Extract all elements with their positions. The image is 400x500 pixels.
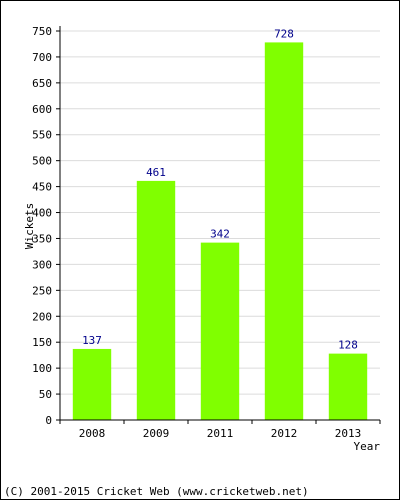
y-tick-label: 300 — [32, 258, 52, 271]
bar — [200, 242, 240, 420]
bar — [136, 180, 176, 420]
grid-lines — [60, 30, 380, 395]
y-tick-label: 50 — [39, 388, 52, 401]
x-tick-labels: 2008 2009 2011 2012 2013 — [79, 427, 362, 440]
y-tick-label: 750 — [32, 25, 52, 38]
bars-group — [72, 42, 368, 420]
x-tick-label: 2008 — [79, 427, 106, 440]
data-label: 137 — [82, 334, 102, 347]
data-label: 342 — [210, 228, 230, 241]
bar — [328, 353, 368, 420]
y-tick-label: 200 — [32, 310, 52, 323]
y-tick-label: 600 — [32, 103, 52, 116]
y-tick-label: 0 — [45, 414, 52, 427]
y-tick-labels: 0 50 100 150 200 250 300 350 400 450 500 550 600 650 7… — [32, 25, 52, 427]
x-tick-label: 2009 — [143, 427, 170, 440]
y-tick-label: 700 — [32, 51, 52, 64]
x-axis-label: Year — [354, 440, 381, 453]
copyright-text: (C) 2001-2015 Cricket Web (www.cricketwe… — [4, 485, 309, 498]
y-tick-label: 450 — [32, 181, 52, 194]
bar — [72, 348, 112, 420]
y-axis-label: Wickets — [23, 203, 36, 249]
y-tick-label: 650 — [32, 77, 52, 90]
y-tick-label: 500 — [32, 155, 52, 168]
y-tick-label: 400 — [32, 207, 52, 220]
y-tick-label: 150 — [32, 336, 52, 349]
bar — [264, 42, 304, 420]
axes-group — [56, 26, 381, 424]
data-labels: 137 461 342 728 128 — [82, 27, 358, 351]
x-tick-label: 2013 — [335, 427, 362, 440]
y-tick-label: 250 — [32, 284, 52, 297]
data-label: 728 — [274, 27, 294, 40]
y-tick-label: 100 — [32, 362, 52, 375]
x-tick-label: 2011 — [207, 427, 234, 440]
y-tick-label: 350 — [32, 232, 52, 245]
data-label: 461 — [146, 166, 166, 179]
y-tick-label: 550 — [32, 129, 52, 142]
x-tick-label: 2012 — [271, 427, 298, 440]
data-label: 128 — [338, 339, 358, 352]
